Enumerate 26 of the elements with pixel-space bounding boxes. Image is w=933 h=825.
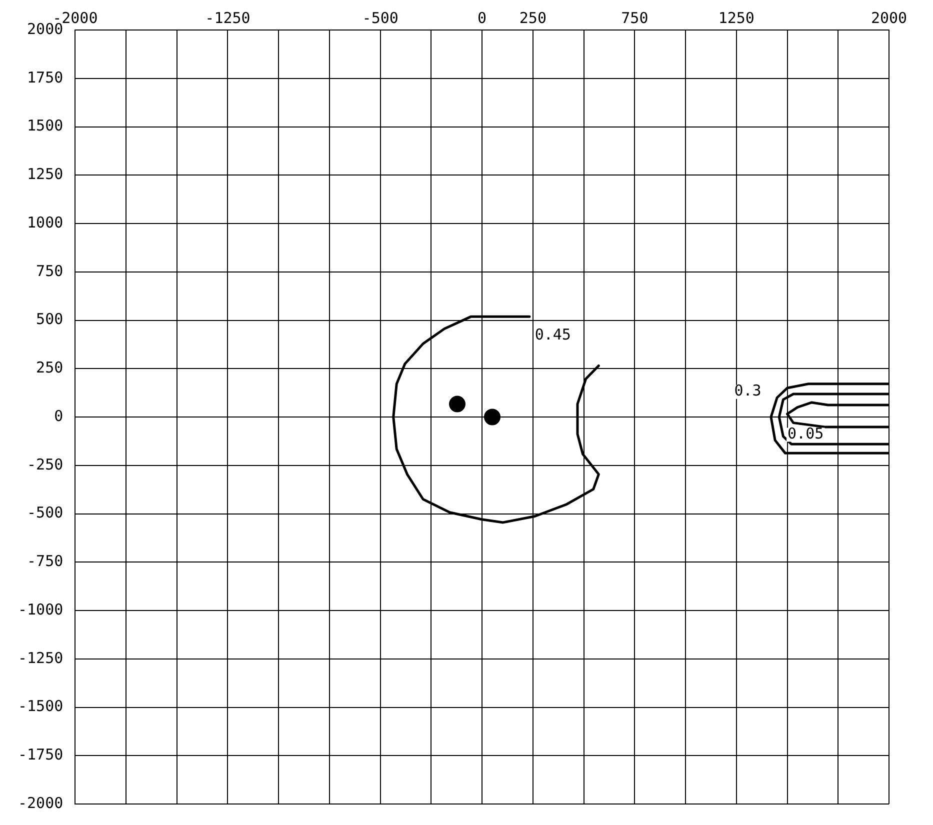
y-tick-label: -1250: [18, 648, 64, 667]
y-tick-label: 1000: [27, 213, 64, 232]
x-tick-label: 250: [519, 8, 546, 27]
y-tick-label: -500: [27, 504, 64, 522]
y-tick-label: -1000: [18, 600, 64, 618]
y-tick-label: 1500: [27, 116, 64, 135]
y-tick-label: -2000: [18, 794, 64, 812]
x-tick-label: 750: [621, 8, 648, 27]
annotation: 0.05: [788, 424, 824, 443]
y-tick-label: 0: [54, 406, 64, 425]
y-tick-label: 1250: [27, 165, 64, 184]
y-tick-label: -750: [27, 552, 64, 570]
x-tick-label: -1250: [205, 8, 250, 27]
x-tick-label: 1250: [718, 8, 754, 27]
y-tick-label: -250: [27, 455, 64, 474]
annotation: 0.3: [734, 382, 762, 400]
x-tick-label: -500: [362, 8, 398, 27]
y-tick-label: -1750: [18, 746, 64, 764]
y-tick-label: -1500: [18, 697, 64, 716]
y-tick-label: 500: [36, 310, 64, 328]
annotation: 0.45: [534, 326, 571, 344]
y-tick-label: 1750: [27, 68, 64, 86]
y-tick-label: 750: [36, 262, 64, 280]
x-tick-label: 2000: [870, 8, 908, 27]
x-tick-label: 0: [478, 8, 487, 27]
y-tick-label: 250: [36, 358, 64, 377]
